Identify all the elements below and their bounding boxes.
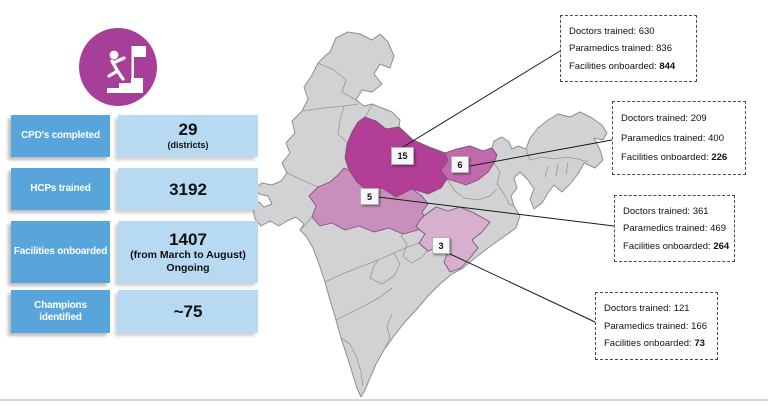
stat-value-main: 1407 (169, 229, 207, 249)
stat-value-hcps: 3192 (118, 168, 258, 210)
stat-label-text: Champions identified (34, 299, 87, 323)
callout-line: Paramedics trained: 400 (621, 132, 724, 144)
callout-line: Paramedics trained: 836 (569, 43, 672, 54)
state-odisha (415, 206, 491, 273)
callout-box-madhya-pradesh: Doctors trained: 361 Paramedics trained:… (614, 195, 735, 262)
stat-label-hcps: HCPs trained (11, 168, 110, 210)
stat-value-main: 29 (178, 120, 198, 139)
state-borders (286, 62, 589, 387)
callout-box-bihar: Doctors trained: 209 Paramedics trained:… (612, 101, 746, 175)
callout-line: Doctors trained: 361 (623, 205, 709, 217)
stat-label-text: HCPs trained (30, 183, 91, 194)
callout-line: Facilities onboarded: 844 (569, 60, 676, 72)
callout-line: Facilities onboarded: 226 (621, 151, 728, 163)
stat-value-champions: ~75 (118, 290, 258, 333)
stat-value-main: 3192 (169, 179, 207, 199)
stat-label-text: CPD's completed (21, 130, 100, 141)
callout-connector-lines (377, 50, 615, 323)
state-badge-odisha: 3 (432, 237, 450, 254)
state-badge-bihar: 6 (451, 156, 469, 173)
callout-line: Facilities onboarded: 73 (604, 338, 705, 350)
goal-circle-badge (79, 28, 157, 106)
state-badge-uttar-pradesh: 15 (391, 147, 414, 165)
stat-value-main: ~75 (173, 302, 203, 321)
callout-line: Doctors trained: 630 (569, 25, 655, 37)
callout-line: Facilities onboarded: 264 (623, 240, 730, 252)
stat-label-facilities: Facilities onboarded (11, 221, 110, 283)
stairs-flag-icon (79, 28, 157, 106)
callout-line: Paramedics trained: 469 (623, 223, 726, 234)
stat-value-facilities: 1407 (from March to August) Ongoing (118, 221, 258, 283)
stat-value-cpds: 29 (districts) (118, 115, 258, 157)
stat-label-champions: Champions identified (11, 290, 110, 333)
footer-divider (0, 399, 768, 401)
callout-line: Paramedics trained: 166 (604, 320, 707, 332)
callout-box-uttar-pradesh: Doctors trained: 630 Paramedics trained:… (560, 15, 697, 82)
stat-label-cpds: CPD's completed (11, 115, 110, 157)
stat-value-sub: (from March to August) (130, 248, 246, 261)
callout-box-odisha: Doctors trained: 121 Paramedics trained:… (595, 292, 718, 360)
stat-value-sub: Ongoing (166, 261, 210, 274)
stat-value-sub: (districts) (167, 140, 209, 150)
stat-label-text: Facilities onboarded (13, 246, 108, 257)
state-bihar (440, 145, 498, 186)
state-badge-madhya-pradesh: 5 (360, 188, 379, 205)
callout-line: Doctors trained: 209 (621, 113, 707, 125)
callout-line: Doctors trained: 121 (604, 302, 690, 314)
